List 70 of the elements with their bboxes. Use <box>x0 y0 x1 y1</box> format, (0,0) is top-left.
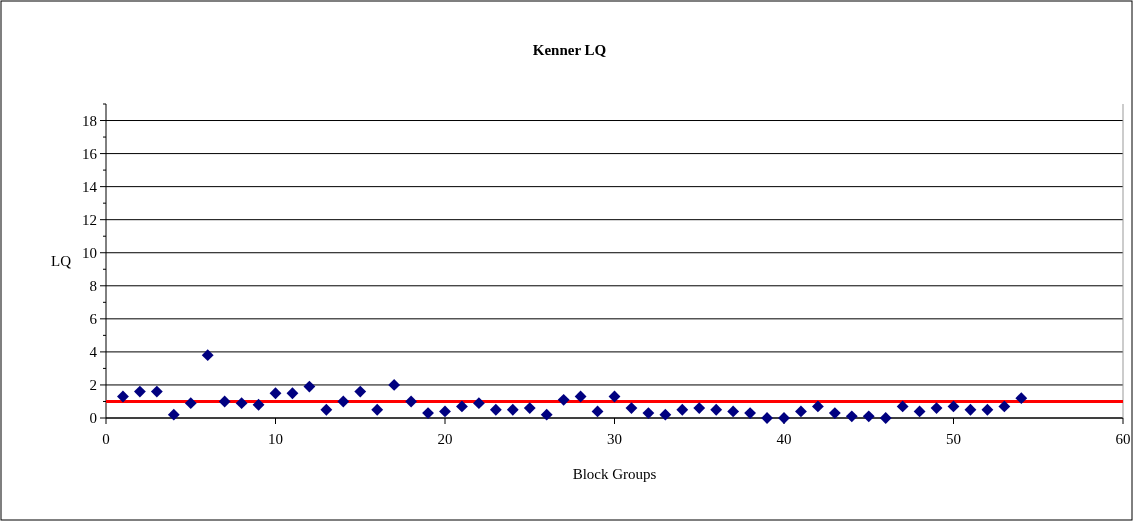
point <box>896 400 909 413</box>
point <box>642 407 655 419</box>
point <box>930 402 943 414</box>
point <box>591 405 604 418</box>
point <box>388 379 401 391</box>
point <box>167 408 180 421</box>
x-axis-title: Block Groups <box>572 466 657 482</box>
point <box>320 403 333 416</box>
y-tick-label: 4 <box>89 344 98 361</box>
point <box>540 408 553 421</box>
point <box>150 385 163 398</box>
point <box>117 390 129 403</box>
point <box>201 349 214 362</box>
y-tick-label: 14 <box>82 178 98 195</box>
point <box>218 395 231 408</box>
point <box>456 400 468 413</box>
point <box>557 393 570 406</box>
point <box>879 412 892 424</box>
x-tick-label: 50 <box>946 431 961 447</box>
chart-title: Kenner LQ <box>532 42 607 58</box>
y-tick-label: 8 <box>89 278 97 295</box>
y-tick-label: 18 <box>82 112 97 129</box>
point <box>964 403 977 416</box>
point <box>845 410 858 423</box>
point <box>269 387 282 400</box>
point <box>811 400 824 413</box>
x-tick-label: 60 <box>1115 431 1131 447</box>
y-axis-title: LQ <box>51 253 72 270</box>
point <box>659 408 672 421</box>
point <box>574 390 587 403</box>
y-tick-label: 0 <box>89 410 97 427</box>
point <box>913 405 926 418</box>
y-tick-label: 16 <box>82 145 98 162</box>
point <box>1015 392 1028 405</box>
y-tick-label: 2 <box>89 377 97 394</box>
x-tick-label: 30 <box>607 431 622 447</box>
y-tick-label: 10 <box>82 244 97 261</box>
point <box>981 403 994 416</box>
point <box>710 403 723 416</box>
x-tick-label: 0 <box>102 431 110 447</box>
point <box>523 402 536 414</box>
point <box>252 398 265 411</box>
point <box>184 397 197 410</box>
point <box>133 385 146 398</box>
point <box>354 385 367 398</box>
y-tick-label: 6 <box>89 311 98 328</box>
point <box>862 410 875 423</box>
x-tick-label: 10 <box>268 431 283 447</box>
point <box>405 395 418 408</box>
point <box>439 405 451 418</box>
point <box>998 400 1011 413</box>
point <box>506 403 519 416</box>
point <box>489 403 502 416</box>
y-tick-label: 12 <box>82 211 97 228</box>
point <box>744 407 757 419</box>
x-tick-label: 20 <box>437 431 453 447</box>
point <box>303 380 316 393</box>
point <box>286 387 299 400</box>
point <box>947 400 960 413</box>
x-tick-label: 40 <box>776 431 792 447</box>
point <box>795 405 807 418</box>
point <box>828 407 841 419</box>
point <box>727 405 740 418</box>
point <box>235 397 248 410</box>
point <box>337 395 350 408</box>
point <box>625 402 638 414</box>
point <box>676 403 689 416</box>
point <box>371 403 384 416</box>
point <box>693 402 706 414</box>
point <box>472 397 485 410</box>
